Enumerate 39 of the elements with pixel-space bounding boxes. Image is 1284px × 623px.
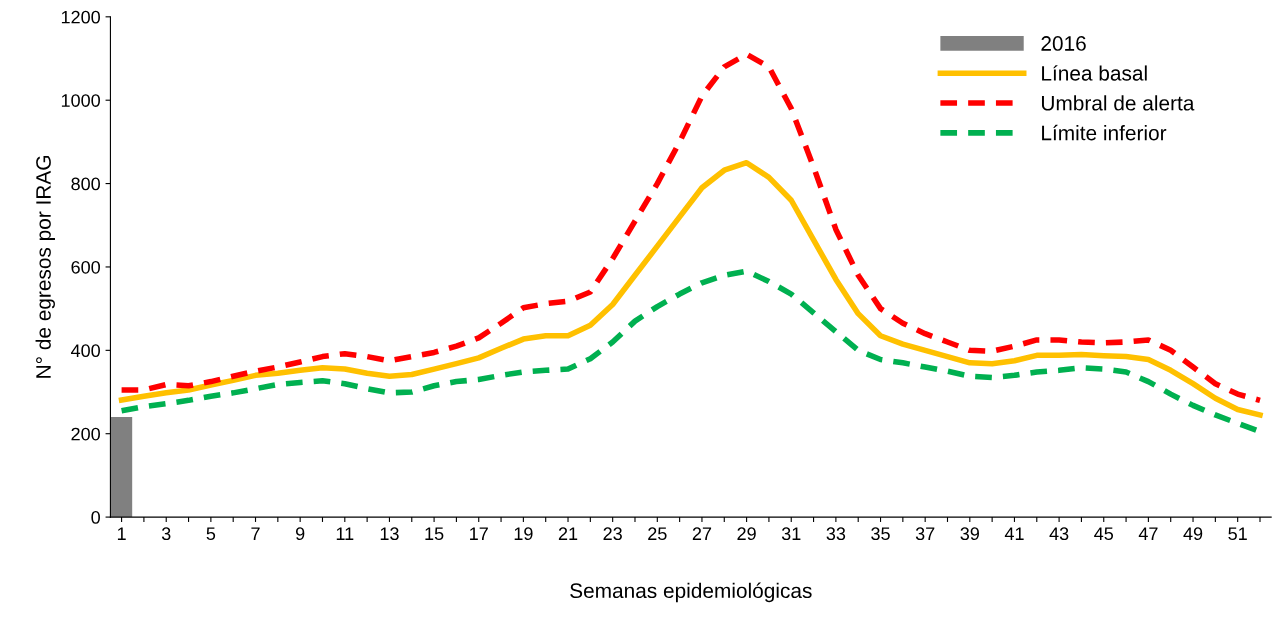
- x-tick-label: 29: [737, 527, 756, 541]
- x-tick-label: 1: [117, 527, 126, 540]
- legend-label: 2016: [1041, 36, 1086, 51]
- y-axis-title: N° de egresos por IRAG: [35, 156, 55, 378]
- y-tick-label: 400: [70, 344, 100, 358]
- legend-label: Umbral de alerta: [1041, 95, 1195, 111]
- x-tick-label: 19: [514, 527, 533, 541]
- x-tick-label: 49: [1183, 527, 1203, 541]
- x-tick-label: 15: [425, 527, 444, 541]
- x-tick-label: 13: [380, 527, 399, 541]
- x-tick-label: 33: [826, 527, 846, 541]
- x-tick-label: 43: [1049, 527, 1069, 541]
- x-tick-label: 25: [648, 527, 667, 541]
- x-tick-label: 27: [692, 527, 712, 540]
- x-tick-label: 45: [1094, 527, 1114, 541]
- x-tick-label: 5: [206, 527, 216, 541]
- x-tick-label: 35: [871, 527, 890, 541]
- x-tick-label: 37: [915, 527, 935, 541]
- x-tick-label: 9: [295, 527, 305, 541]
- y-tick-label: 800: [71, 177, 100, 191]
- legend-label: Línea basal: [1042, 65, 1147, 81]
- x-tick-label: 47: [1138, 527, 1158, 540]
- x-tick-label: 7: [251, 527, 260, 540]
- y-tick-label: 1000: [61, 94, 100, 107]
- y-tick-label: 0: [91, 511, 100, 524]
- legend-label: Límite inferior: [1042, 124, 1167, 141]
- x-tick-label: 3: [161, 527, 171, 541]
- x-tick-label: 39: [960, 527, 979, 541]
- x-tick-label: 23: [603, 527, 622, 541]
- x-tick-label: 31: [781, 527, 801, 541]
- y-tick-label: 600: [71, 260, 100, 274]
- x-tick-label: 21: [558, 527, 578, 540]
- x-tick-label: 51: [1228, 527, 1247, 541]
- x-axis-title: Semanas epidemiológicas: [570, 582, 812, 603]
- x-tick-label: 11: [336, 527, 354, 540]
- x-tick-label: 17: [470, 527, 488, 540]
- y-tick-label: 1200: [61, 10, 100, 24]
- x-tick-label: 41: [1004, 527, 1024, 540]
- y-tick-label: 200: [71, 427, 100, 441]
